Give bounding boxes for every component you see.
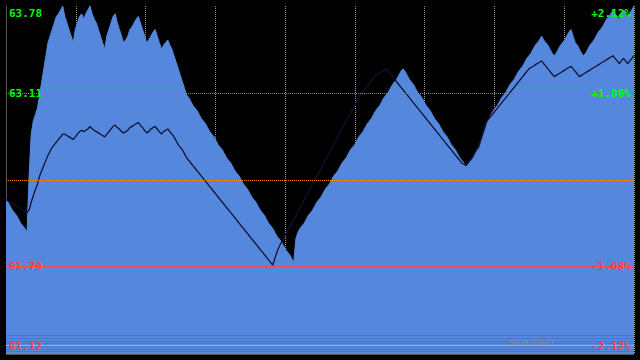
svg-text:sina.com: sina.com bbox=[508, 336, 553, 347]
svg-text:+1.08%: +1.08% bbox=[591, 87, 631, 100]
svg-text:-2.12%: -2.12% bbox=[591, 340, 631, 353]
svg-text:-1.08%: -1.08% bbox=[591, 260, 631, 273]
svg-text:61.79: 61.79 bbox=[9, 260, 42, 273]
svg-text:+2.12%: +2.12% bbox=[591, 7, 631, 20]
svg-text:61.12: 61.12 bbox=[9, 340, 42, 353]
svg-text:63.11: 63.11 bbox=[9, 87, 42, 100]
svg-text:63.78: 63.78 bbox=[9, 7, 42, 20]
